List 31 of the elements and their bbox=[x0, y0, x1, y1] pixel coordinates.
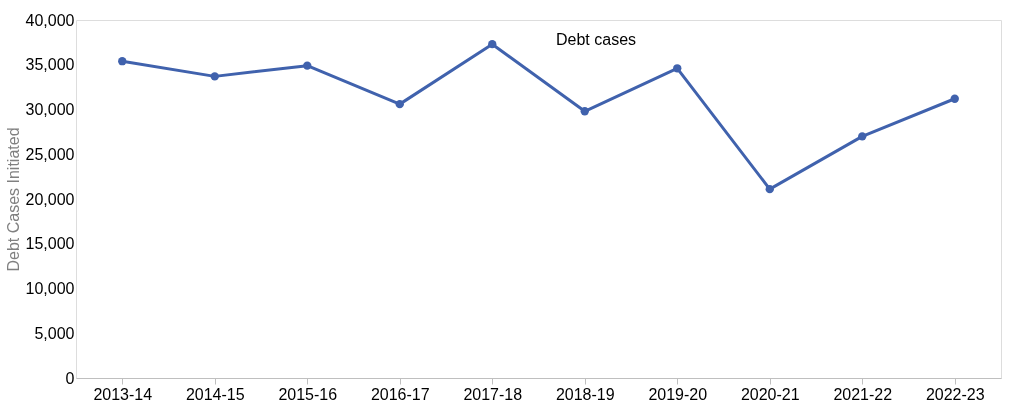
y-tick-label: 20,000 bbox=[25, 190, 75, 208]
y-tick-label: 40,000 bbox=[25, 11, 75, 29]
x-tick-label: 2013-14 bbox=[93, 385, 153, 403]
point bbox=[303, 61, 312, 70]
point bbox=[950, 94, 959, 103]
point bbox=[118, 57, 127, 66]
y-tick-label: 5,000 bbox=[34, 324, 75, 342]
point bbox=[488, 39, 497, 49]
y-tick-label: 15,000 bbox=[25, 235, 75, 253]
x-tick-label: 2018-19 bbox=[555, 385, 615, 403]
x-tick-label: 2021-22 bbox=[833, 385, 893, 403]
point bbox=[673, 64, 682, 73]
y-tick-label: 25,000 bbox=[25, 145, 75, 163]
x-tick-label: 2019-20 bbox=[648, 385, 708, 403]
x-tick-label: 2020-21 bbox=[740, 385, 800, 403]
point bbox=[765, 184, 774, 194]
y-tick-label: 0 bbox=[65, 369, 75, 387]
x-tick-label: 2015-16 bbox=[278, 385, 338, 403]
point bbox=[395, 99, 404, 109]
x-tick-label: 2016-17 bbox=[370, 385, 430, 403]
y-tick-label: 35,000 bbox=[25, 56, 75, 74]
x-tick-label: 2022-23 bbox=[925, 385, 985, 403]
y-tick-label: 10,000 bbox=[25, 280, 75, 297]
x-tick-label: 2014-15 bbox=[185, 385, 245, 403]
point bbox=[580, 107, 589, 116]
point bbox=[210, 72, 219, 81]
x-tick-label: 2017-18 bbox=[463, 385, 523, 403]
y-tick-label: 30,000 bbox=[25, 101, 75, 118]
text: Debt cases bbox=[556, 31, 637, 48]
point bbox=[858, 132, 867, 141]
y-axis-title: Debt Cases Initiated bbox=[4, 127, 22, 272]
